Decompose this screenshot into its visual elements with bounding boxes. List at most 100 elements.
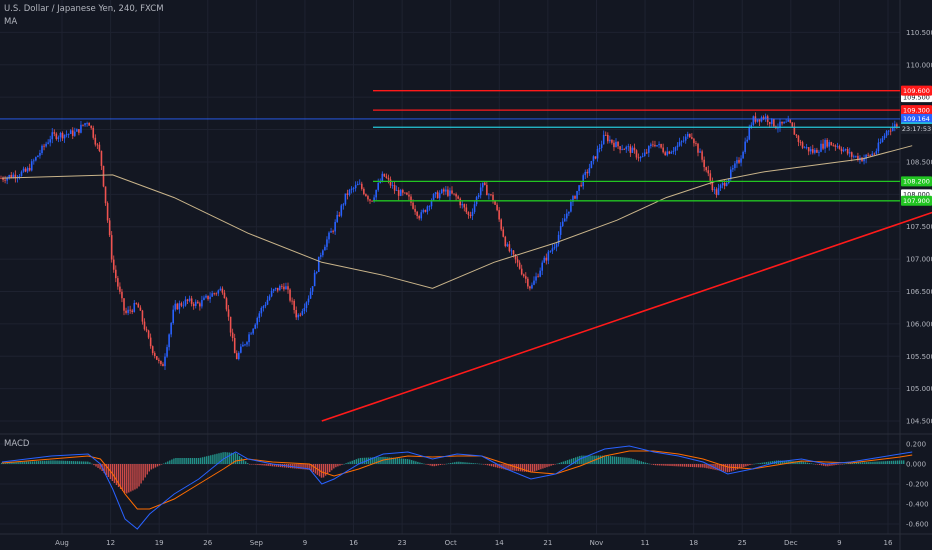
candle-body [469, 214, 472, 216]
macd-hist-bar [240, 457, 243, 464]
macd-hist-bar [636, 460, 638, 464]
ma-line[interactable] [1, 145, 913, 289]
macd-hist-bar [128, 464, 130, 493]
macd-tick-label: 0.200 [906, 441, 926, 449]
macd-hist-bar [741, 464, 743, 468]
candle-body [67, 133, 70, 135]
macd-hist-bar [193, 458, 196, 464]
trendline[interactable] [321, 68, 932, 422]
macd-hist-bar [275, 464, 278, 467]
macd-hist-bar [189, 458, 191, 464]
candle-body [828, 142, 830, 147]
macd-hist-bar [427, 464, 429, 465]
macd-hist-bar [437, 464, 440, 466]
macd-hist-bar [105, 464, 107, 476]
macd-hist-bar [654, 464, 657, 466]
macd-hist-bar [124, 464, 126, 494]
macd-hist-bar [837, 464, 839, 465]
macd-hist-bar [470, 462, 472, 464]
macd-hist-bar [669, 464, 671, 466]
candle-body [715, 189, 718, 195]
macd-hist-bar [433, 464, 435, 467]
macd-line[interactable] [1, 445, 913, 530]
candle-body [82, 124, 84, 126]
candle-body [213, 293, 215, 295]
time-tick-label: 9 [303, 539, 307, 547]
candle-body [500, 219, 502, 230]
candle-body [896, 124, 898, 127]
macd-hist-bar [490, 464, 493, 467]
macd-hist-bar [294, 464, 296, 469]
candle-body [510, 250, 513, 252]
candle-body [229, 316, 232, 333]
candle-body [461, 204, 464, 206]
candle-body [260, 307, 263, 314]
candle-body [514, 254, 517, 260]
macd-signal-line[interactable] [1, 450, 913, 510]
candle-body [660, 144, 662, 148]
candle-body [732, 168, 734, 170]
price-tick-label: 108.500 [906, 158, 932, 166]
macd-hist-bar [570, 458, 573, 464]
macd-hist-bar [466, 462, 468, 464]
candle-body [830, 142, 833, 146]
macd-hist-bar [177, 458, 179, 464]
macd-hist-bar [74, 461, 77, 464]
macd-hist-bar [497, 464, 499, 468]
candle-body [883, 135, 886, 139]
macd-hist-bar [25, 461, 27, 464]
level-tag-text: 109.300 [903, 106, 930, 114]
macd-hist-bar [769, 461, 772, 464]
macd-hist-bar [646, 463, 649, 464]
macd-hist-bar [542, 464, 544, 469]
candle-body [867, 154, 869, 156]
candle-body [832, 145, 835, 147]
ma-indicator-label[interactable]: MA [4, 17, 18, 27]
macd-hist-bar [476, 463, 478, 465]
candle-body [420, 212, 423, 219]
macd-hist-bar [9, 462, 11, 464]
candle-body [826, 139, 828, 147]
candle-body [697, 143, 699, 153]
macd-hist-bar [722, 464, 724, 472]
macd-hist-bar [761, 462, 763, 464]
macd-panel-title[interactable]: MACD [4, 439, 30, 449]
candle-body [680, 141, 683, 143]
candle-body [723, 182, 726, 186]
horizontal-levels[interactable] [0, 90, 900, 202]
macd-hist-bar [845, 463, 847, 465]
candle-body [481, 182, 484, 188]
candle-body [812, 149, 814, 153]
macd-hist-bar [447, 463, 450, 464]
macd-hist-bar [160, 464, 163, 465]
candle-body [807, 147, 810, 152]
candle-body [648, 146, 650, 153]
candle-body [553, 247, 556, 249]
macd-hist-bar [462, 462, 464, 464]
candle-body [453, 193, 455, 195]
macd-hist-bar [843, 463, 845, 465]
macd-hist-bar [388, 457, 390, 464]
candle-body [857, 155, 859, 161]
candle-body [373, 197, 375, 202]
time-axis[interactable]: Aug 12 19 26 Sep 9 16 23 Oct 14 21 Nov 11 18 25 Dec 9 16 [55, 539, 893, 547]
macd-hist-bar [513, 464, 515, 471]
macd-hist-bar [648, 463, 651, 465]
symbol-title[interactable]: U.S. Dollar / Japanese Yen, 240, FXCM [4, 4, 164, 14]
macd-hist-bar [35, 461, 38, 464]
candle-body [508, 244, 511, 252]
candle-body [744, 141, 746, 152]
candle-body [309, 291, 312, 299]
macd-hist-bar [765, 462, 768, 464]
candle-body [533, 280, 535, 285]
candle-body [594, 156, 597, 159]
macd-hist-bar [866, 462, 868, 464]
macd-hist-bar [640, 461, 642, 464]
candle-body [846, 149, 849, 154]
time-tick-label: Oct [445, 539, 457, 547]
candle-body [254, 324, 256, 329]
candle-body [588, 168, 591, 174]
candle-body [479, 187, 482, 196]
macd-hist-bar [638, 460, 640, 464]
